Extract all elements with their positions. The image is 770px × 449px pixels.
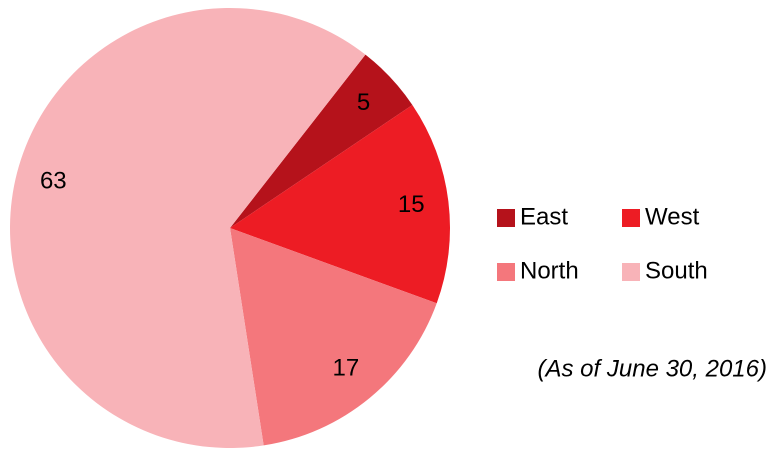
pie-slice [230, 104, 450, 304]
legend-swatch [622, 263, 640, 281]
data-label: 15 [398, 191, 425, 218]
pie-slice [230, 54, 413, 228]
data-label: 63 [40, 167, 67, 194]
pie-slice [230, 228, 437, 446]
legend-label: North [520, 257, 579, 284]
data-label: 5 [357, 89, 370, 116]
legend-swatch [622, 209, 640, 227]
annotation: (As of June 30, 2016) [538, 355, 767, 382]
legend-label: West [645, 203, 700, 230]
legend-swatch [497, 263, 515, 281]
data-label: 17 [333, 354, 360, 381]
legend-label: South [645, 257, 708, 284]
legend-swatch [497, 209, 515, 227]
pie-slice [9, 7, 366, 449]
legend-label: East [520, 203, 568, 230]
